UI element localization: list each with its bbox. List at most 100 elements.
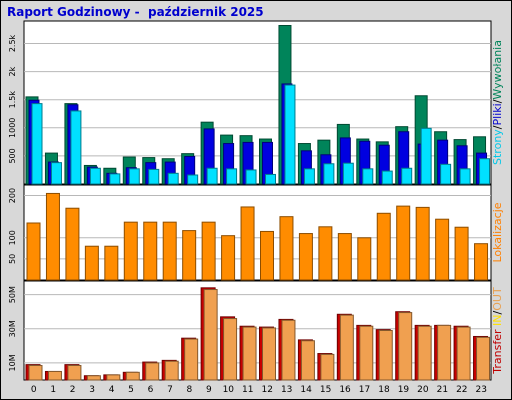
transfer-out-bar xyxy=(242,326,257,381)
sites-bar xyxy=(260,230,274,281)
panel-0-y-axis-label: Strony/Pliki/Wywołania xyxy=(491,40,504,165)
pages-bar xyxy=(265,173,276,185)
x-tick-label: 11 xyxy=(242,385,253,395)
pages-bar xyxy=(70,110,82,185)
x-tick-label: 1 xyxy=(50,385,56,395)
panel-1-y-tick-label: 200 xyxy=(8,188,17,203)
sites-bar xyxy=(396,205,411,281)
transfer-out-bar xyxy=(125,371,140,381)
panel-2-y-tick-label: 30M xyxy=(8,320,17,337)
pages-bar xyxy=(342,162,354,185)
pages-bar xyxy=(323,163,335,185)
y-axis-label-part: Strony xyxy=(491,129,504,165)
pages-bar xyxy=(284,84,296,185)
x-tick-label: 9 xyxy=(206,385,212,395)
x-tick-label: 15 xyxy=(320,385,331,395)
panel-2-y-tick-label: 10M xyxy=(8,354,17,371)
transfer-out-bar xyxy=(456,326,471,381)
sites-bar xyxy=(279,216,294,281)
transfer-out-bar xyxy=(86,375,101,381)
y-axis-label-part: Transfer xyxy=(491,329,504,375)
transfer-out-bar xyxy=(359,325,374,381)
panel-0-y-tick-label: 2.5k xyxy=(8,34,17,52)
transfer-out-bar xyxy=(164,360,179,381)
x-tick-label: 23 xyxy=(476,385,487,395)
sites-bar xyxy=(123,221,138,281)
pages-bar xyxy=(128,168,140,185)
pages-bar xyxy=(148,168,160,185)
panel-0-y-tick-label: 1000 xyxy=(8,118,17,138)
transfer-out-bar xyxy=(398,312,413,381)
sites-bar xyxy=(45,192,60,281)
x-tick-label: 4 xyxy=(109,385,115,395)
pages-bar xyxy=(50,162,62,185)
pages-bar xyxy=(303,168,315,185)
x-tick-label: 2 xyxy=(70,385,76,395)
sites-bar xyxy=(435,218,450,281)
transfer-out-bar xyxy=(281,319,296,381)
sites-bar xyxy=(182,230,197,281)
sites-bar xyxy=(337,233,352,281)
x-tick-label: 10 xyxy=(223,385,235,395)
x-tick-label: 3 xyxy=(89,385,95,395)
panel-2-y-axis-label: Transfer IN/OUT xyxy=(491,287,504,375)
panel-2-y-tick-label: 50M xyxy=(8,286,17,303)
panel-1-y-tick-label: 100 xyxy=(8,230,17,245)
transfer-out-bar xyxy=(378,330,393,381)
transfer-out-bar xyxy=(320,353,335,381)
transfer-out-bar xyxy=(437,324,452,381)
x-tick-label: 14 xyxy=(300,385,312,395)
panel-1-plot-area xyxy=(23,184,492,281)
x-tick-label: 0 xyxy=(31,385,37,395)
pages-bar xyxy=(401,167,413,185)
x-tick-label: 22 xyxy=(456,385,467,395)
sites-bar xyxy=(104,245,119,281)
sites-bar xyxy=(240,206,255,281)
sites-bar xyxy=(201,221,216,281)
pages-bar xyxy=(187,174,199,185)
transfer-out-bar xyxy=(184,338,199,381)
sites-bar xyxy=(162,221,177,281)
pages-bar xyxy=(381,170,393,185)
pages-bar xyxy=(31,103,43,185)
pages-bar xyxy=(420,127,432,185)
sites-bar xyxy=(415,206,430,281)
x-tick-label: 12 xyxy=(262,385,273,395)
x-tick-label: 20 xyxy=(417,385,429,395)
y-axis-label-part: Pliki xyxy=(491,103,504,125)
y-axis-label-part: IN xyxy=(491,314,504,325)
panel-0-plot-area xyxy=(23,20,492,185)
pages-bar xyxy=(167,172,179,185)
y-axis-label-part: / xyxy=(491,310,504,314)
sites-bar xyxy=(318,226,333,281)
transfer-out-bar xyxy=(106,374,121,381)
transfer-out-bar xyxy=(28,364,43,381)
y-axis-label-part: / xyxy=(491,125,504,129)
x-tick-label: 13 xyxy=(281,385,292,395)
page-title: Raport Godzinowy - październik 2025 xyxy=(7,5,264,19)
transfer-out-bar xyxy=(145,362,160,381)
pages-bar xyxy=(362,168,374,185)
x-tick-label: 21 xyxy=(437,385,448,395)
sites-bar xyxy=(376,212,391,281)
transfer-out-bar xyxy=(417,325,432,381)
pages-bar xyxy=(459,168,471,185)
pages-bar xyxy=(245,169,257,185)
sites-bar xyxy=(454,226,469,281)
sites-bar xyxy=(474,243,489,281)
pages-bar xyxy=(109,173,121,185)
transfer-out-bar xyxy=(262,327,276,381)
panel-0-y-tick-label: 2k xyxy=(8,66,17,76)
transfer-out-bar xyxy=(300,340,315,381)
sites-bar xyxy=(221,235,236,281)
y-axis-label-part: Wywołania xyxy=(491,40,504,100)
transfer-out-bar xyxy=(67,364,82,381)
panel-0-y-tick-label: 500 xyxy=(8,148,17,163)
panel-2-plot-area xyxy=(23,280,492,381)
transfer-out-bar xyxy=(223,318,238,381)
x-tick-label: 8 xyxy=(187,385,193,395)
sites-bar xyxy=(84,245,99,281)
pages-bar xyxy=(479,158,491,185)
